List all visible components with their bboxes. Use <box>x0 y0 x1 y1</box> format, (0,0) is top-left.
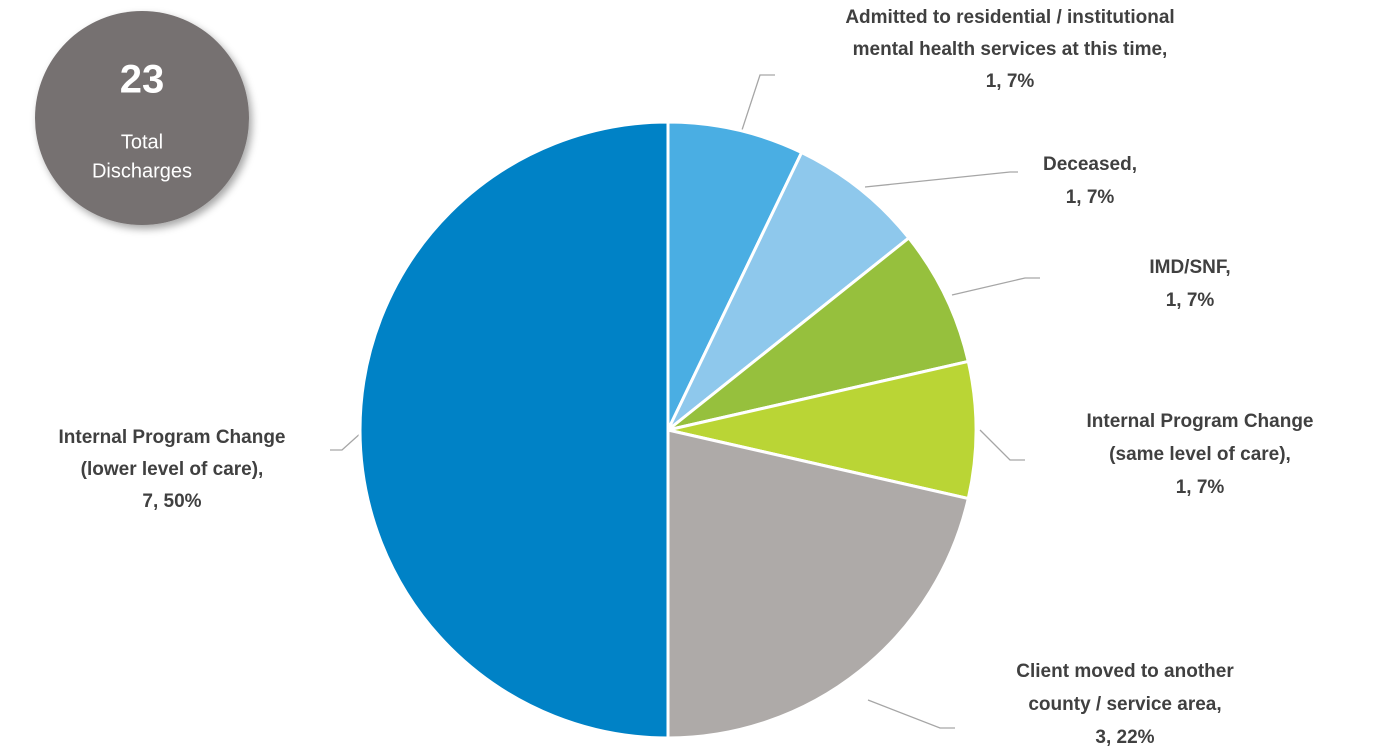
pie-slice <box>666 428 971 740</box>
leader-line <box>979 429 1025 461</box>
data-label: 1, 7% <box>1066 187 1115 208</box>
data-label: IMD/SNF, <box>1149 257 1230 278</box>
leader-line <box>741 74 775 131</box>
leader-line <box>951 277 1040 296</box>
data-label: 7, 50% <box>142 491 201 512</box>
data-label: 1, 7% <box>1166 290 1215 311</box>
leader-line <box>864 171 1018 188</box>
badge-label: Discharges <box>92 160 192 182</box>
pie-slice <box>667 235 971 432</box>
data-label: Internal Program Change <box>59 427 286 448</box>
badge-value: 23 <box>120 58 165 102</box>
badge-circle <box>35 11 249 225</box>
data-label: 1, 7% <box>1176 477 1225 498</box>
data-label: Deceased, <box>1043 154 1137 175</box>
pie-slice <box>358 120 670 740</box>
badge: 23 Total Discharges <box>35 11 249 225</box>
pie <box>358 120 978 740</box>
data-label: Admitted to residential / institutional <box>845 7 1174 28</box>
pie-slice <box>667 359 978 501</box>
data-label: Client moved to another <box>1016 661 1234 682</box>
data-label: Internal Program Change <box>1087 411 1314 432</box>
pie-slice <box>666 120 804 431</box>
data-label: mental health services at this time, <box>853 39 1168 60</box>
data-label: (same level of care), <box>1109 444 1291 465</box>
data-label: county / service area, <box>1028 694 1221 715</box>
data-label: 3, 22% <box>1095 727 1154 748</box>
leader-line <box>867 699 955 729</box>
pie-slice <box>666 150 911 432</box>
badge-label: Total <box>121 131 163 153</box>
data-label: 1, 7% <box>986 71 1035 92</box>
leader-line <box>330 431 363 451</box>
data-label: (lower level of care), <box>81 459 264 480</box>
leader-lines <box>330 74 1040 729</box>
